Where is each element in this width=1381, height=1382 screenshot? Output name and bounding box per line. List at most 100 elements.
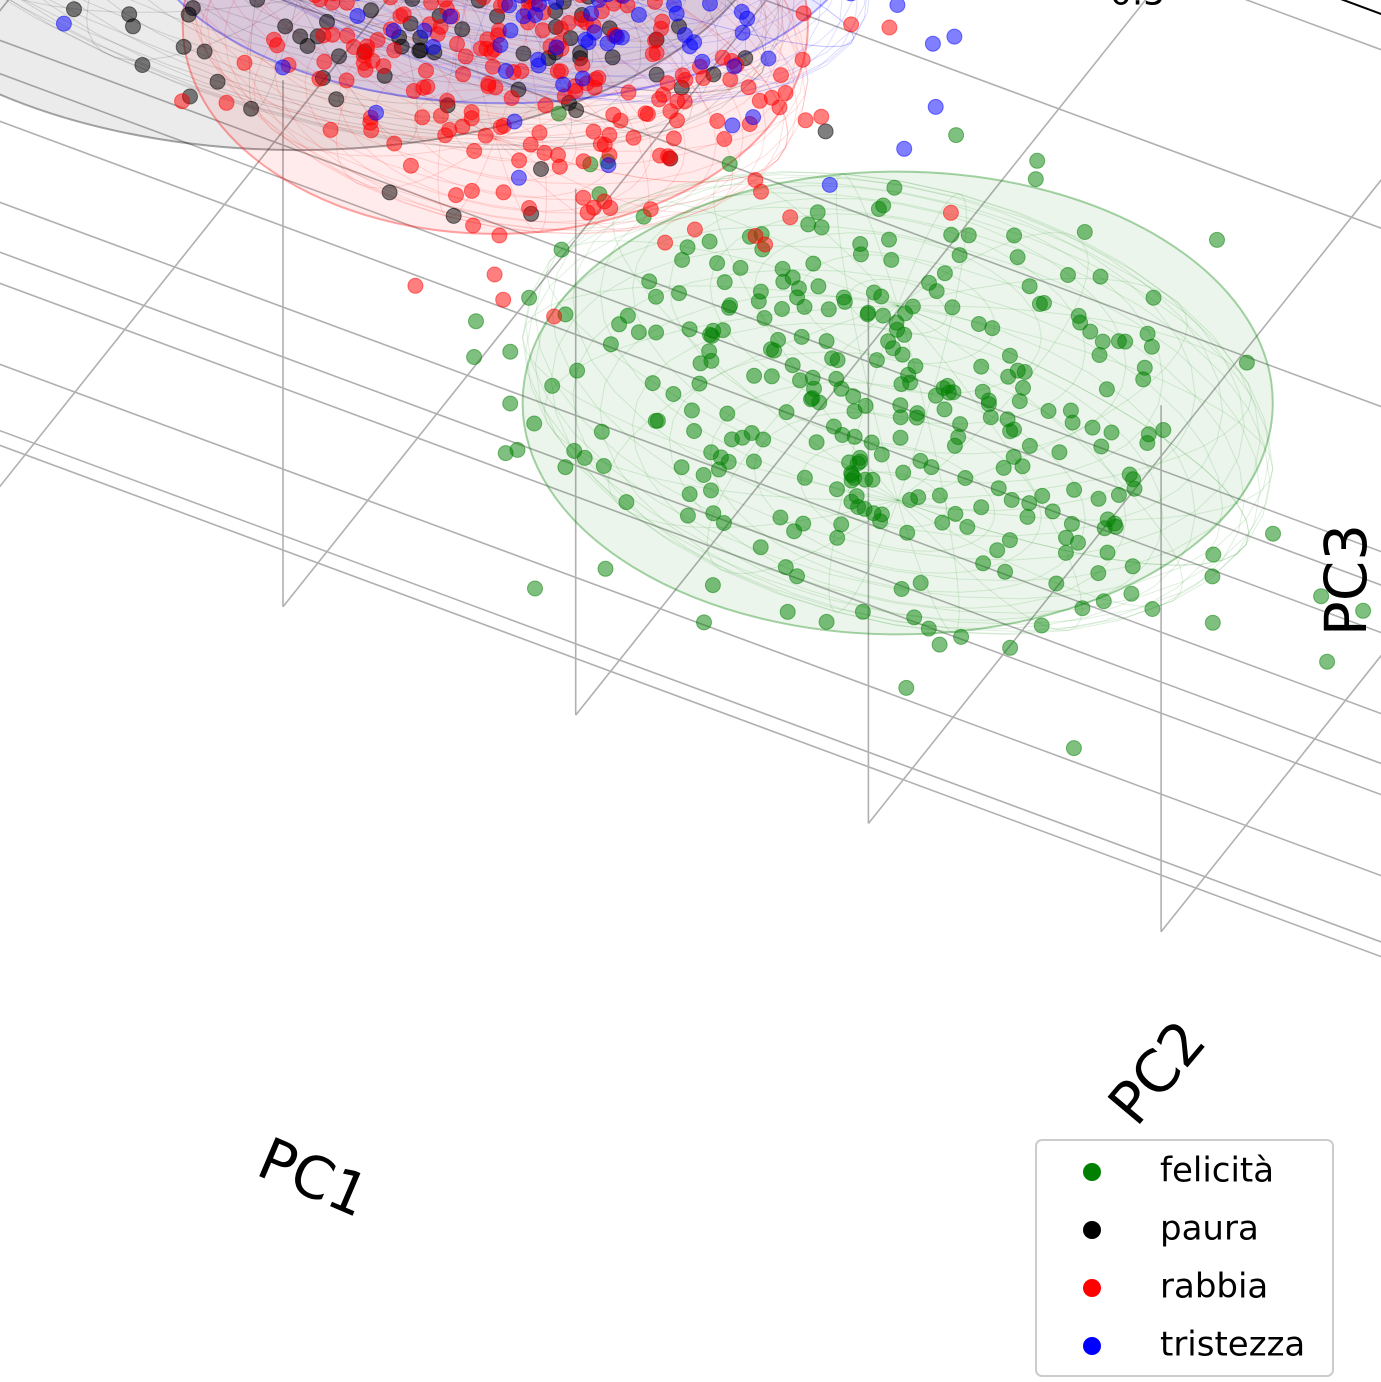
ellipsoid-longitude [253,0,496,157]
data-point-tristezza [349,8,366,24]
data-point-felicità [716,274,733,291]
data-point-rabbia [324,26,341,43]
data-point-felicità [705,505,722,522]
ellipsoid-latitude [195,0,806,185]
data-point-felicità [906,609,923,626]
ellipsoid-latitude [281,0,858,104]
data-point-rabbia [665,130,682,147]
data-point-felicità [854,603,871,620]
data-point-felicità [960,227,977,244]
data-point-felicità [936,401,953,418]
data-point-felicità [648,288,664,305]
data-point-rabbia [386,42,403,59]
data-point-felicità [883,251,900,268]
data-point-felicità [704,577,721,594]
data-point-tristezza [889,0,906,13]
data-point-felicità [880,333,897,350]
data-point-felicità [1106,515,1123,532]
data-point-rabbia [457,48,474,65]
data-point-tristezza [724,117,741,134]
ellipsoid-latitude [525,206,1271,625]
data-point-paura [533,161,549,177]
data-point-felicità [790,280,807,297]
data-point-tristezza [492,37,509,54]
data-point-felicità [1048,575,1065,592]
legend-marker-tristezza [1083,1337,1101,1355]
data-point-felicità [557,459,574,476]
data-point-felicità [1065,740,1082,757]
data-point-tristezza [555,76,572,93]
data-point-felicità [1040,403,1057,419]
ellipsoid-longitude [335,0,496,189]
data-point-felicità [789,568,805,585]
data-point-felicità [975,555,992,572]
data-point-felicità [997,563,1014,580]
data-point-rabbia [513,63,530,80]
data-point-tristezza [274,59,291,76]
data-point-felicità [1044,503,1061,520]
data-point-felicità [1060,267,1076,283]
tick-labels: −1.5−1.0−0.50.00.51.01.5−1.0−0.50.00.51.… [1110,0,1166,13]
data-point-felicità [1121,466,1138,483]
grid-line-y-floor [0,72,1381,586]
data-point-felicità [1002,423,1019,440]
data-point-rabbia [642,201,659,218]
data-point-rabbia [495,291,512,308]
data-point-felicità [723,431,740,448]
data-point-tristezza [745,109,762,126]
data-point-rabbia [662,103,679,120]
data-point-rabbia [491,227,508,244]
data-point-paura [175,38,192,55]
data-point-rabbia [448,187,464,204]
data-point-felicità [948,127,965,144]
data-point-felicità [1082,323,1099,340]
data-point-felicità [648,324,665,341]
data-point-felicità [931,487,948,504]
data-point-felicità [1095,593,1112,610]
data-point-rabbia [574,0,588,3]
data-point-rabbia [797,112,814,129]
data-point-rabbia [585,123,602,140]
ellipsoid-latitude [525,181,1271,600]
data-point-paura [604,49,621,66]
data-point-felicità [881,231,897,248]
data-point-paura [817,123,834,140]
data-point-felicità [701,343,718,360]
data-point-tristezza [501,0,518,14]
ellipsoid-longitude [454,0,490,74]
ellipsoid-latitude [282,0,867,103]
data-point-paura [328,91,345,108]
data-point-paura [331,48,347,65]
data-point-felicità [973,499,990,516]
data-point-rabbia [395,6,412,23]
data-point-felicità [618,494,635,511]
data-point-felicità [1051,444,1068,461]
data-point-rabbia [174,93,191,110]
ellipsoid-longitude [326,0,496,140]
data-point-felicità [1155,422,1172,438]
data-point-felicità [888,314,905,331]
data-point-felicità [681,321,698,338]
data-point-felicità [833,516,850,533]
data-point-felicità [970,316,987,332]
data-point-rabbia [709,113,726,129]
data-point-felicità [835,289,852,306]
data-point-felicità [1072,314,1089,331]
data-point-felicità [679,507,696,524]
ellipsoid-latitude [668,351,1127,609]
data-point-felicità [1006,227,1023,244]
data-point-felicità [630,324,647,341]
data-point-tristezza [502,22,519,39]
data-point-felicità [1092,268,1109,285]
data-point-felicità [593,423,610,440]
data-point-rabbia [480,75,497,92]
data-point-felicità [796,469,813,486]
data-point-felicità [896,326,913,343]
data-point-felicità [1029,152,1046,169]
data-point-rabbia [339,27,356,44]
data-point-rabbia [574,56,591,73]
data-point-tristezza [924,35,941,52]
data-point-felicità [1003,492,1020,508]
data-point-felicità [803,391,819,408]
legend-frame [1035,1139,1334,1377]
